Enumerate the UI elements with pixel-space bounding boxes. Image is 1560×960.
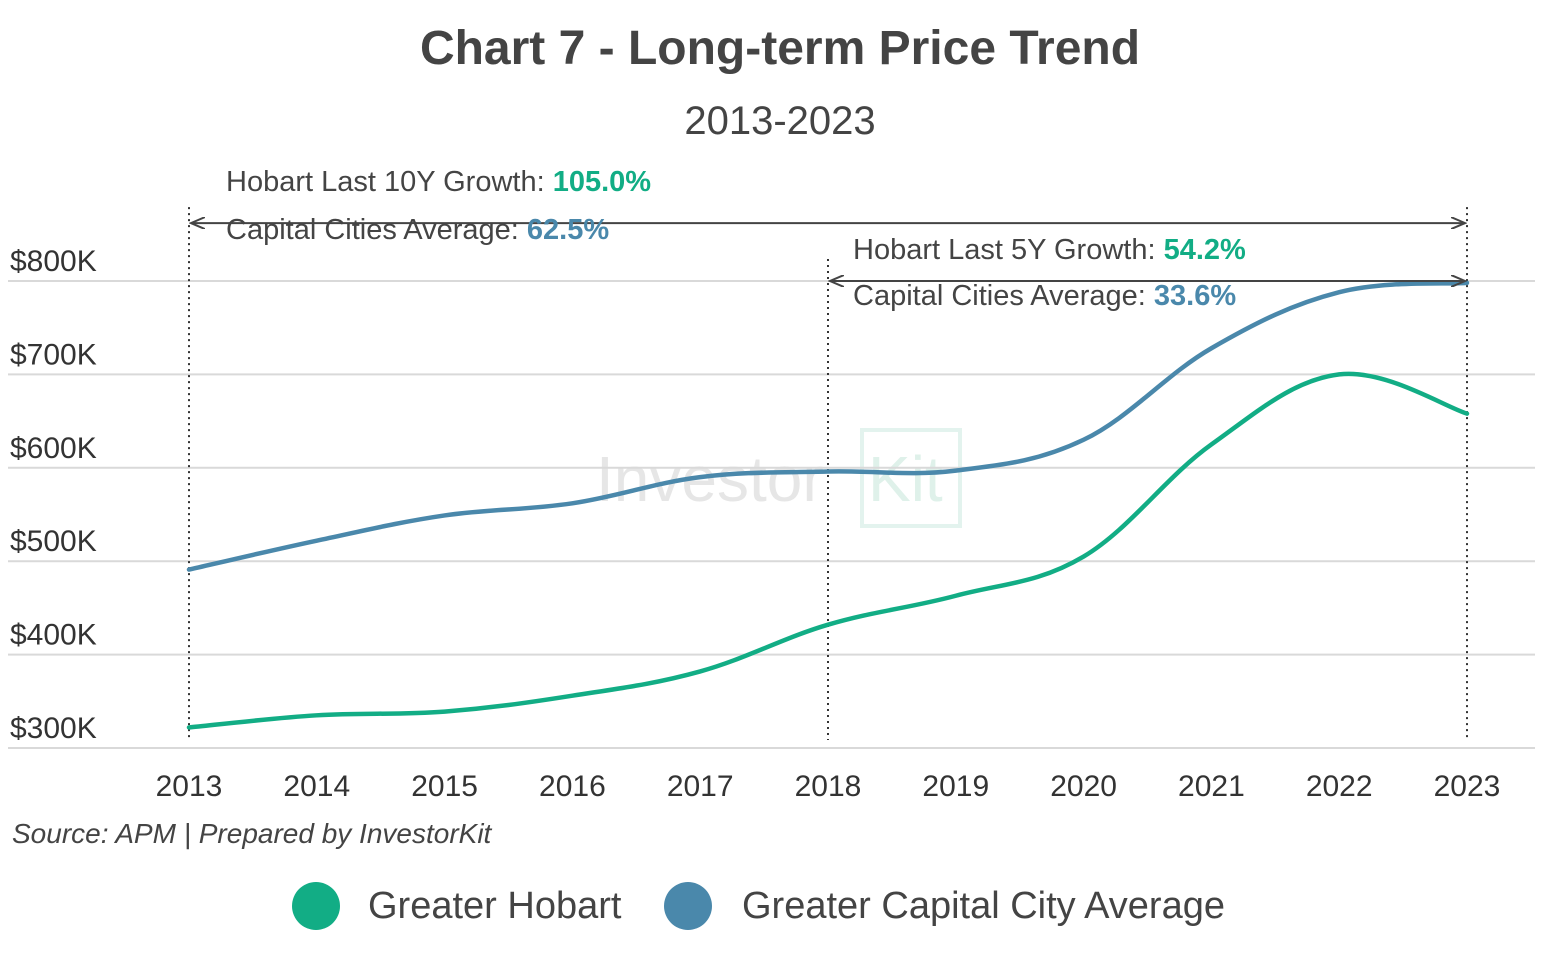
annotation-10y-capital-label: Capital Cities Average:	[226, 214, 527, 246]
period-dividers	[188, 207, 1468, 740]
watermark-text-kit: Kit	[868, 443, 943, 515]
y-tick-label: $600K	[10, 432, 97, 465]
y-tick-label: $400K	[10, 619, 97, 652]
x-tick-label-2014: 2014	[283, 770, 350, 803]
series-line-greater-capital-city-average	[186, 280, 1470, 572]
y-tick-label: $300K	[10, 712, 97, 745]
x-tick-label-2018: 2018	[795, 770, 862, 803]
series-line-greater-hobart	[186, 371, 1470, 730]
annotation-10y-capital: Capital Cities Average: 62.5%	[226, 214, 609, 246]
annotation-5y-capital-value: 33.6%	[1154, 280, 1236, 312]
watermark-box	[860, 428, 962, 528]
growth-annotations: Hobart Last 10Y Growth: 105.0% Capital C…	[191, 166, 1465, 312]
legend: Greater Hobart Greater Capital City Aver…	[292, 882, 1225, 930]
x-tick-label-2015: 2015	[411, 770, 478, 803]
source-note: Source: APM | Prepared by InvestorKit	[12, 818, 493, 849]
chart-title: Chart 7 - Long-term Price Trend	[420, 22, 1140, 75]
x-tick-label-2021: 2021	[1178, 770, 1245, 803]
annotation-5y-hobart: Hobart Last 5Y Growth: 54.2%	[853, 234, 1246, 266]
x-tick-label-2017: 2017	[667, 770, 734, 803]
watermark-logo: Investor Kit	[596, 428, 962, 528]
annotation-5y-capital-label: Capital Cities Average:	[853, 280, 1154, 312]
annotation-5y-hobart-label: Hobart Last 5Y Growth:	[853, 234, 1164, 266]
x-tick-label-2016: 2016	[539, 770, 606, 803]
y-tick-label: $700K	[10, 338, 97, 371]
legend-swatch-hobart	[292, 882, 340, 930]
annotation-10y-capital-value: 62.5%	[527, 214, 609, 246]
watermark-text-investor: Investor	[596, 443, 824, 515]
x-tick-label-2013: 2013	[156, 770, 223, 803]
series-lines	[186, 280, 1470, 730]
chart-subtitle: 2013-2023	[684, 99, 875, 143]
x-tick-label-2022: 2022	[1306, 770, 1373, 803]
annotation-10y-hobart-value: 105.0%	[553, 166, 652, 198]
legend-swatch-capital	[664, 882, 712, 930]
y-axis-ticks: $800K $700K $600K $500K $400K $300K	[10, 245, 97, 745]
x-tick-label-2020: 2020	[1050, 770, 1117, 803]
x-tick-label-2019: 2019	[922, 770, 989, 803]
legend-label-hobart: Greater Hobart	[368, 885, 622, 927]
legend-label-capital: Greater Capital City Average	[742, 885, 1225, 927]
annotation-5y-hobart-value: 54.2%	[1164, 234, 1246, 266]
annotation-10y-hobart: Hobart Last 10Y Growth: 105.0%	[226, 166, 651, 198]
y-tick-label: $800K	[10, 245, 97, 278]
annotation-10y-hobart-label: Hobart Last 10Y Growth:	[226, 166, 553, 198]
x-tick-label-2023: 2023	[1434, 770, 1501, 803]
annotation-5y-capital: Capital Cities Average: 33.6%	[853, 280, 1236, 312]
y-tick-label: $500K	[10, 525, 97, 558]
x-axis-ticks: 2013 2014 2015 2016 2017 2018 2019 2020 2021 2022…	[156, 770, 1501, 803]
